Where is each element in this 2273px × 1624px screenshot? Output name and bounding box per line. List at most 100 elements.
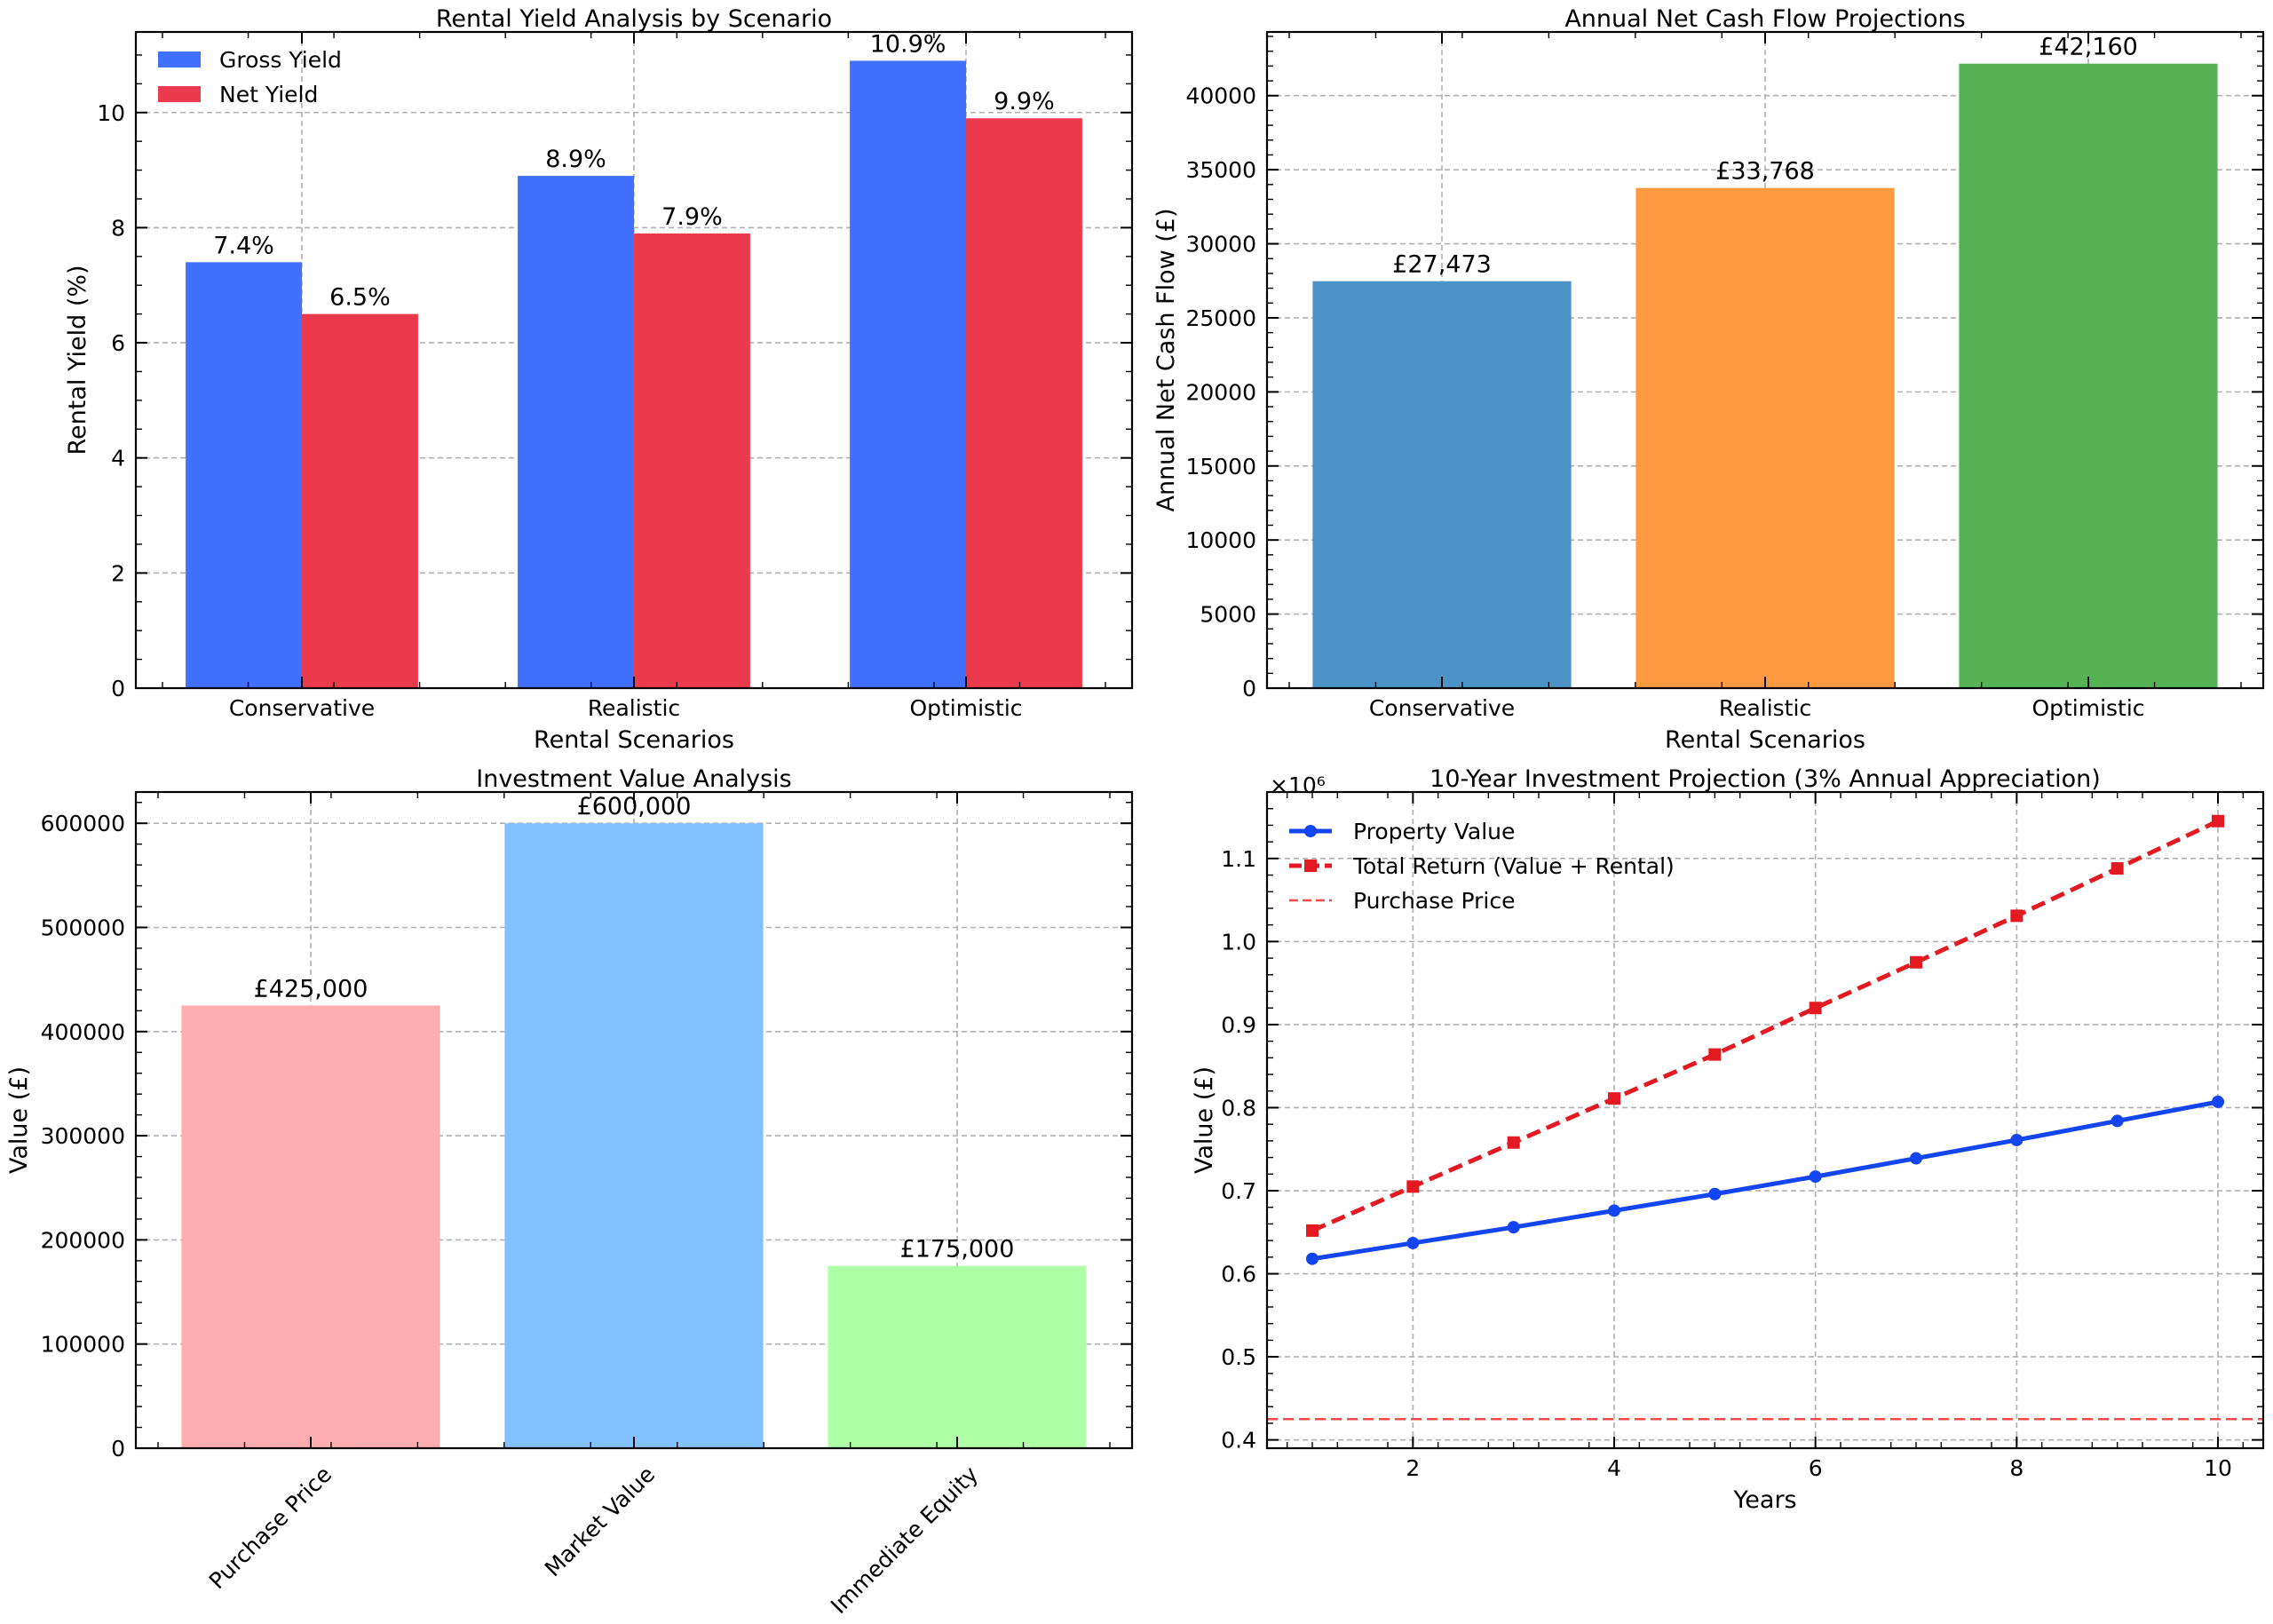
- data-point: [2010, 1133, 2024, 1146]
- x-axis-label: Rental Scenarios: [534, 726, 734, 754]
- legend-label: Purchase Price: [1353, 888, 1515, 914]
- data-point: [1507, 1136, 1520, 1149]
- y-axis-label: Rental Yield (%): [64, 265, 91, 455]
- legend-label: Property Value: [1353, 819, 1515, 844]
- data-point: [1608, 1092, 1620, 1105]
- data-point: [1708, 1048, 1722, 1061]
- x-tick-label: 2: [1406, 1455, 1420, 1481]
- data-point: [2212, 1095, 2224, 1108]
- legend: Gross Yield Net Yield: [158, 47, 342, 107]
- series-line-total-return: [1311, 819, 2220, 1233]
- chart-rental-yield: 7.4% 8.9% 10.9% 6.5% 7.9% 9.9% 0 2 4 6 8 10 Conserva…: [64, 5, 1134, 754]
- y-axis-label: Value (£): [5, 1066, 33, 1174]
- data-label: 10.9%: [870, 30, 946, 58]
- bar-gross-yield: [518, 176, 634, 688]
- x-axis-label: Rental Scenarios: [1665, 726, 1865, 754]
- y-tick-label: 100000: [41, 1332, 125, 1358]
- bar: [1959, 63, 2218, 689]
- bar: [828, 1265, 1087, 1448]
- bar: [1312, 281, 1572, 688]
- chart-title: Annual Net Cash Flow Projections: [1564, 5, 1965, 33]
- y-tick-label: 25000: [1185, 305, 1256, 331]
- y-tick-label: 0.5: [1221, 1344, 1256, 1370]
- legend-label: Gross Yield: [219, 47, 342, 73]
- data-point: [1809, 1002, 1822, 1015]
- legend-marker: [1304, 825, 1317, 837]
- y-axis-label: Value (£): [1191, 1066, 1218, 1174]
- data-label: 7.9%: [661, 203, 723, 231]
- y-tick-label: 200000: [41, 1227, 125, 1253]
- y-tick-label: 35000: [1185, 157, 1256, 183]
- bar-gross-yield: [850, 60, 966, 688]
- y-tick-label: 400000: [41, 1019, 125, 1045]
- bar-net-yield: [302, 313, 418, 688]
- y-tick-label: 20000: [1185, 379, 1256, 405]
- y-tick-label: 1.1: [1221, 846, 1256, 872]
- y-tick-label: 15000: [1185, 454, 1256, 479]
- x-tick-label: 10: [2204, 1455, 2232, 1481]
- data-point: [2212, 814, 2224, 828]
- chart-net-cash-flow: £27,473£33,768£42,1600500010000150002000…: [1152, 5, 2265, 754]
- y-tick-label: 0: [111, 676, 125, 701]
- y-tick-label: 0.8: [1221, 1095, 1256, 1121]
- data-point: [1306, 1224, 1319, 1237]
- data-point: [1809, 1170, 1822, 1184]
- y-tick-label: 0: [111, 1436, 125, 1462]
- bar: [504, 823, 764, 1448]
- chart-10-year-projection: 0.4 0.5 0.6 0.7 0.8 0.9 1.0 1.1 2 4 6 8 10 Years Value…: [1191, 765, 2265, 1514]
- y-tick-label: 0.4: [1221, 1428, 1256, 1454]
- data-point: [1910, 955, 1922, 969]
- data-point: [1306, 1252, 1319, 1265]
- legend-swatch: [158, 86, 201, 102]
- x-tick-label: Realistic: [588, 695, 680, 721]
- x-tick-label: 4: [1607, 1455, 1621, 1481]
- data-point: [1910, 1152, 1922, 1165]
- y-tick-label: 0: [1242, 676, 1256, 701]
- legend-label: Total Return (Value + Rental): [1352, 853, 1675, 879]
- chart-title: Investment Value Analysis: [476, 765, 791, 793]
- x-axis-label: Years: [1732, 1486, 1796, 1514]
- data-label: 9.9%: [994, 88, 1055, 115]
- x-tick-label: Optimistic: [909, 695, 1022, 721]
- y-tick-label: 0.7: [1221, 1178, 1256, 1204]
- y-tick-label: 40000: [1185, 83, 1256, 109]
- y-tick-label: 0.9: [1221, 1012, 1256, 1038]
- bar-gross-yield: [186, 262, 302, 688]
- data-label: £27,473: [1392, 251, 1492, 279]
- chart-title: Rental Yield Analysis by Scenario: [436, 5, 832, 33]
- data-point: [2010, 909, 2024, 923]
- legend-swatch: [158, 51, 201, 67]
- bar-net-yield: [966, 118, 1082, 689]
- data-point: [1608, 1204, 1620, 1217]
- data-label: 8.9%: [545, 146, 606, 173]
- data-label: 6.5%: [329, 284, 391, 312]
- data-label: £33,768: [1715, 158, 1815, 186]
- bar: [1635, 187, 1895, 688]
- data-point: [1708, 1187, 1722, 1200]
- y-tick-label: 500000: [41, 915, 125, 940]
- y-tick-label: 10000: [1185, 527, 1256, 553]
- y-tick-label: 300000: [41, 1123, 125, 1149]
- x-tick-label: Conservative: [1369, 695, 1515, 721]
- y-tick-label: 8: [111, 215, 125, 241]
- data-point: [1507, 1221, 1520, 1234]
- data-label: £175,000: [900, 1236, 1015, 1264]
- y-tick-label: 4: [111, 446, 125, 471]
- y-tick-label: 1.0: [1221, 929, 1256, 955]
- y-tick-label: 0.6: [1221, 1262, 1256, 1287]
- chart-title: 10-Year Investment Projection (3% Annual…: [1430, 765, 2101, 793]
- x-tick-label: Market Value: [540, 1462, 660, 1581]
- y-tick-label: 6: [111, 330, 125, 356]
- series-line-property-value: [1311, 1099, 2219, 1262]
- y-tick-label: 30000: [1185, 232, 1256, 257]
- plot-frame: [1265, 790, 2265, 1450]
- axis-offset-label: ×10⁶: [1270, 772, 1326, 798]
- data-point: [1406, 1180, 1420, 1193]
- x-tick-label: Realistic: [1719, 695, 1811, 721]
- legend: Property Value Total Return (Value + Rent…: [1289, 819, 1675, 914]
- x-tick-label: 8: [2009, 1455, 2024, 1481]
- data-point: [1406, 1236, 1420, 1249]
- data-label: £425,000: [254, 975, 368, 1002]
- x-tick-label: Purchase Price: [204, 1462, 337, 1595]
